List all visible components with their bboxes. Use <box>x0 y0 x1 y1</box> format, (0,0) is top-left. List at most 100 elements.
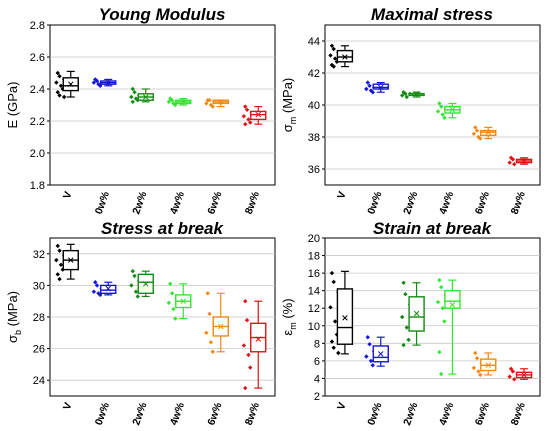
data-point <box>370 90 375 95</box>
x-tick-label: 6w% <box>205 189 224 216</box>
mean-marker <box>377 351 384 357</box>
data-point <box>331 64 336 69</box>
data-point <box>399 93 405 98</box>
x-tick-label: V <box>61 401 75 412</box>
data-point <box>507 160 512 165</box>
y-axis-label-main: σ <box>5 335 20 343</box>
data-point <box>207 311 212 317</box>
x-tick-label: 8w% <box>509 189 528 216</box>
data-point <box>130 99 135 104</box>
data-point <box>329 43 335 48</box>
data-point <box>435 109 441 114</box>
data-point <box>439 104 444 109</box>
data-point <box>508 155 514 160</box>
data-point <box>61 94 67 100</box>
data-point <box>406 337 411 343</box>
data-point <box>208 340 214 345</box>
data-point <box>336 350 341 356</box>
data-point <box>437 101 442 106</box>
data-point <box>510 369 516 374</box>
y-tick-label: 18 <box>308 251 320 263</box>
data-point <box>130 86 135 92</box>
data-point <box>510 157 516 162</box>
data-point <box>246 352 251 358</box>
y-tick-label: 10 <box>308 321 320 333</box>
mean-marker <box>255 111 262 118</box>
data-point <box>57 74 62 79</box>
y-tick-label: 2.8 <box>30 20 45 32</box>
mean-marker <box>105 285 112 292</box>
y-tick-label: 2 <box>314 391 320 403</box>
data-point <box>243 385 248 391</box>
data-point <box>91 80 97 85</box>
mean-marker <box>180 99 187 105</box>
y-tick-label: 32 <box>33 249 45 261</box>
data-point <box>243 104 248 109</box>
data-point <box>132 273 137 279</box>
chart-strain-at-break: Strain at break 2 4 6 8 10 12 14 16 18 20 εm (%) V 0… <box>280 219 541 427</box>
y-tick-label: 20 <box>308 233 320 245</box>
data-point <box>329 270 335 276</box>
mean-marker <box>449 107 456 113</box>
data-point <box>471 365 477 371</box>
y-axis-label-sub: b <box>13 330 23 335</box>
y-tick-label: 12 <box>308 303 320 315</box>
chart-title: Strain at break <box>373 219 493 238</box>
mean-marker <box>342 54 348 60</box>
x-tick-label: 0w% <box>365 189 384 216</box>
y-axis-label-tail: (MPa) <box>280 78 295 117</box>
data-point <box>332 319 338 324</box>
data-point <box>96 82 101 87</box>
data-point <box>476 369 481 374</box>
data-point <box>204 101 209 106</box>
x-tick-label: 0w% <box>93 400 112 427</box>
data-point <box>370 363 375 368</box>
y-axis-label-main: σ <box>280 124 295 132</box>
data-point <box>210 104 215 109</box>
data-point <box>248 120 253 125</box>
x-tick-label: 8w% <box>243 189 262 216</box>
box <box>336 49 354 63</box>
data-point <box>173 102 178 108</box>
data-point <box>403 91 408 96</box>
data-point <box>399 314 405 320</box>
data-point <box>332 56 338 61</box>
data-point <box>364 354 369 359</box>
y-tick-label: 24 <box>33 375 45 387</box>
data-point <box>440 112 445 117</box>
data-point <box>508 366 514 371</box>
data-point <box>440 306 445 311</box>
mean-marker <box>413 91 420 97</box>
data-point <box>54 257 59 263</box>
data-point <box>57 276 62 282</box>
data-point <box>478 372 483 378</box>
mean-marker <box>180 298 187 304</box>
x-tick-label: V <box>335 190 349 201</box>
data-point <box>133 289 139 294</box>
data-point <box>135 294 140 299</box>
y-axis-label-tail: (MPa) <box>5 291 20 330</box>
y-tick-label: 2.4 <box>30 84 45 96</box>
data-point <box>94 283 100 288</box>
data-point <box>404 94 409 100</box>
y-tick-label: 28 <box>33 312 45 324</box>
data-point <box>55 243 60 249</box>
y-axis-label: σm (MPa) <box>280 78 298 133</box>
data-point <box>248 365 253 370</box>
data-point <box>512 377 517 382</box>
data-point <box>401 342 406 348</box>
data-point <box>439 284 444 290</box>
data-point <box>55 90 60 95</box>
mean-marker <box>255 336 262 342</box>
data-point <box>173 316 178 321</box>
mean-marker <box>105 79 112 86</box>
data-point <box>205 291 210 296</box>
chart-title: Young Modulus <box>99 5 226 24</box>
y-tick-label: 42 <box>308 68 320 80</box>
data-point <box>437 349 442 355</box>
x-tick-label: 8w% <box>243 400 262 427</box>
x-tick-label: 8w% <box>509 400 528 427</box>
data-point <box>512 162 517 167</box>
chart-maximal-stress: Maximal stress 36 38 40 42 44 σm (MPa) V 0w% 2w%… <box>280 5 541 216</box>
data-point <box>244 107 250 112</box>
